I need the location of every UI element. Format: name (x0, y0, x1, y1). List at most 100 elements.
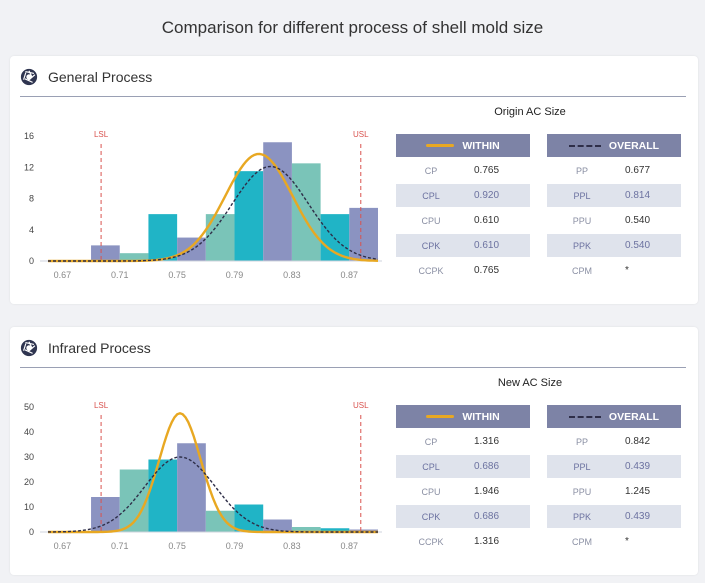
stat-label: CPK (421, 511, 441, 522)
x-tick-label: 0.83 (283, 541, 301, 551)
x-tick-label: 0.67 (54, 270, 72, 280)
y-tick-label: 4 (29, 225, 34, 235)
stat-value: 1.316 (474, 536, 500, 547)
stat-label: CPM (572, 265, 592, 276)
panel-header: Infrared Process (20, 339, 151, 357)
stat-value: 1.946 (474, 486, 500, 497)
histogram-bar (91, 245, 120, 261)
divider (20, 96, 686, 97)
stat-row: CCPK 1.316 (396, 530, 530, 553)
stat-label: CPU (421, 486, 441, 497)
stat-row: PPK 0.439 (547, 505, 681, 528)
stat-value: 0.765 (474, 265, 500, 276)
y-tick-label: 0 (29, 527, 34, 537)
stat-label: PP (575, 436, 588, 447)
overall-header: OVERALL (547, 134, 681, 157)
size-title: New AC Size (497, 377, 563, 389)
infrared-process-panel: Infrared Process 0 10 20 30 40 50 0.67 0.71 0.75… (10, 327, 698, 575)
stat-row: CPL 0.920 (396, 184, 530, 207)
stat-label: PPK (572, 240, 591, 251)
stat-label: PP (575, 165, 588, 176)
overall-table: OVERALL PP 0.677 PPL 0.814 PPU 0.540 PPK 0.5… (547, 134, 681, 282)
histogram-bar (119, 253, 149, 261)
stat-value: 0.814 (625, 190, 651, 201)
histogram-bar (349, 529, 378, 532)
stat-row: PP 0.842 (547, 430, 681, 453)
stat-row: CP 0.765 (396, 159, 530, 182)
stat-value: 0.677 (625, 165, 651, 176)
panel-title: General Process (48, 69, 153, 85)
stat-label: PPU (572, 215, 592, 226)
within-legend-line (426, 415, 455, 418)
stat-label: PPL (573, 190, 591, 201)
spec-limit-label: LSL (94, 401, 109, 410)
panel-header: General Process (20, 68, 152, 86)
y-tick-label: 20 (24, 477, 34, 487)
x-tick-label: 0.79 (226, 270, 244, 280)
stat-label: PPK (572, 511, 591, 522)
aperture-icon (20, 68, 38, 86)
overall-legend-line (568, 144, 601, 147)
histogram-bar (234, 171, 264, 261)
panel-title: Infrared Process (48, 340, 151, 356)
y-tick-label: 12 (24, 162, 34, 172)
general-process-panel: General Process 0 4 8 12 16 0.67 0.71 0.75 0.79 0… (10, 56, 698, 304)
stat-row: CPU 0.610 (396, 209, 530, 232)
divider (20, 367, 686, 368)
y-tick-label: 10 (24, 502, 34, 512)
stat-label: CPL (422, 190, 440, 201)
x-tick-label: 0.87 (341, 270, 359, 280)
stat-label: PPL (573, 461, 591, 472)
stat-value: 0.686 (474, 461, 500, 472)
within-header: WITHIN (396, 405, 530, 428)
stat-label: CCPK (418, 265, 444, 276)
x-tick-label: 0.71 (111, 541, 129, 551)
stat-value: 1.245 (625, 486, 651, 497)
within-header: WITHIN (396, 134, 530, 157)
y-tick-label: 30 (24, 452, 34, 462)
x-tick-label: 0.83 (283, 270, 301, 280)
stat-value: 0.765 (474, 165, 500, 176)
histogram-bar (320, 214, 350, 261)
stat-row: CPL 0.686 (396, 455, 530, 478)
x-tick-label: 0.71 (111, 270, 129, 280)
overall-header-label: OVERALL (608, 139, 660, 152)
histogram-bar (205, 510, 235, 532)
stat-value: 0.540 (625, 240, 651, 251)
stat-row: CPU 1.946 (396, 480, 530, 503)
stat-value: 0.686 (474, 511, 500, 522)
histogram-bar (263, 519, 292, 532)
stat-value: * (625, 536, 629, 547)
histogram-bar (148, 214, 178, 261)
y-tick-label: 50 (24, 402, 34, 412)
stat-row: PPL 0.814 (547, 184, 681, 207)
x-tick-label: 0.75 (168, 541, 186, 551)
stat-row: PPU 1.245 (547, 480, 681, 503)
stat-row: PPU 0.540 (547, 209, 681, 232)
aperture-icon (20, 339, 38, 357)
y-tick-label: 8 (29, 194, 34, 204)
within-legend-line (426, 144, 455, 147)
overall-legend-line (568, 415, 601, 418)
size-title: Origin AC Size (494, 106, 566, 118)
y-tick-label: 16 (24, 131, 34, 141)
stat-row: PPL 0.439 (547, 455, 681, 478)
y-tick-label: 40 (24, 427, 34, 437)
overall-curve (48, 165, 379, 262)
histogram-bar (291, 527, 321, 532)
stat-label: CP (424, 165, 438, 176)
stat-row: CP 1.316 (396, 430, 530, 453)
histogram-bar (148, 459, 178, 532)
stat-value: 0.439 (625, 461, 651, 472)
within-header-label: WITHIN (462, 410, 500, 423)
stat-label: CPU (421, 215, 441, 226)
spec-limit-label: USL (353, 130, 369, 139)
within-header-label: WITHIN (462, 139, 500, 152)
stat-row: PP 0.677 (547, 159, 681, 182)
overall-header: OVERALL (547, 405, 681, 428)
within-table: WITHIN CP 1.316 CPL 0.686 CPU 1.946 CPK 0.68… (396, 405, 530, 553)
stat-value: 0.540 (625, 215, 651, 226)
stat-value: 0.842 (625, 436, 651, 447)
histogram-bar (91, 497, 120, 532)
spec-limit-label: LSL (94, 130, 109, 139)
